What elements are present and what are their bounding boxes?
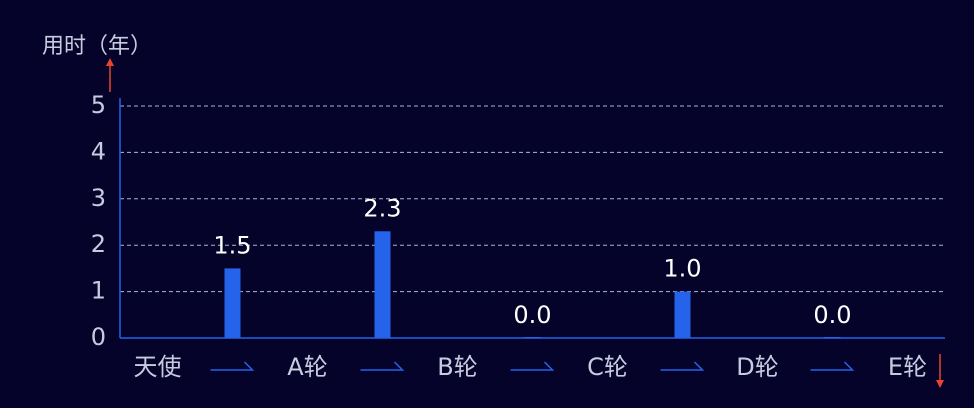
x-tick-label: B轮 [437,353,477,381]
y-tick-label: 2 [91,230,106,258]
step-arrow [360,361,405,371]
x-tick-label: D轮 [736,353,778,381]
x-tick-label: A轮 [287,353,327,381]
y-tick-label: 3 [91,184,106,212]
y-tick-label: 5 [91,91,106,119]
x-tick-label: E轮 [888,353,927,381]
axis-arrow-up [106,58,114,92]
bar [374,231,391,338]
value-label: 1.5 [213,231,251,259]
bar [674,291,691,338]
x-tick-label: C轮 [587,353,628,381]
value-label: 2.3 [363,194,401,222]
x-tick-label: 天使 [134,353,182,381]
step-arrow [210,361,255,371]
y-tick-label: 4 [91,137,106,165]
step-arrow [660,361,705,371]
y-axis-title: 用时（年） [42,34,152,59]
step-arrow [510,361,555,371]
value-label: 0.0 [513,301,551,329]
step-arrow [810,361,855,371]
axis-arrow-down [936,354,944,388]
bar [524,337,541,338]
value-label: 0.0 [813,301,851,329]
value-label: 1.0 [663,255,701,283]
y-tick-label: 1 [91,277,106,305]
bar [824,337,841,338]
bar [224,268,241,338]
y-tick-label: 0 [91,323,106,351]
